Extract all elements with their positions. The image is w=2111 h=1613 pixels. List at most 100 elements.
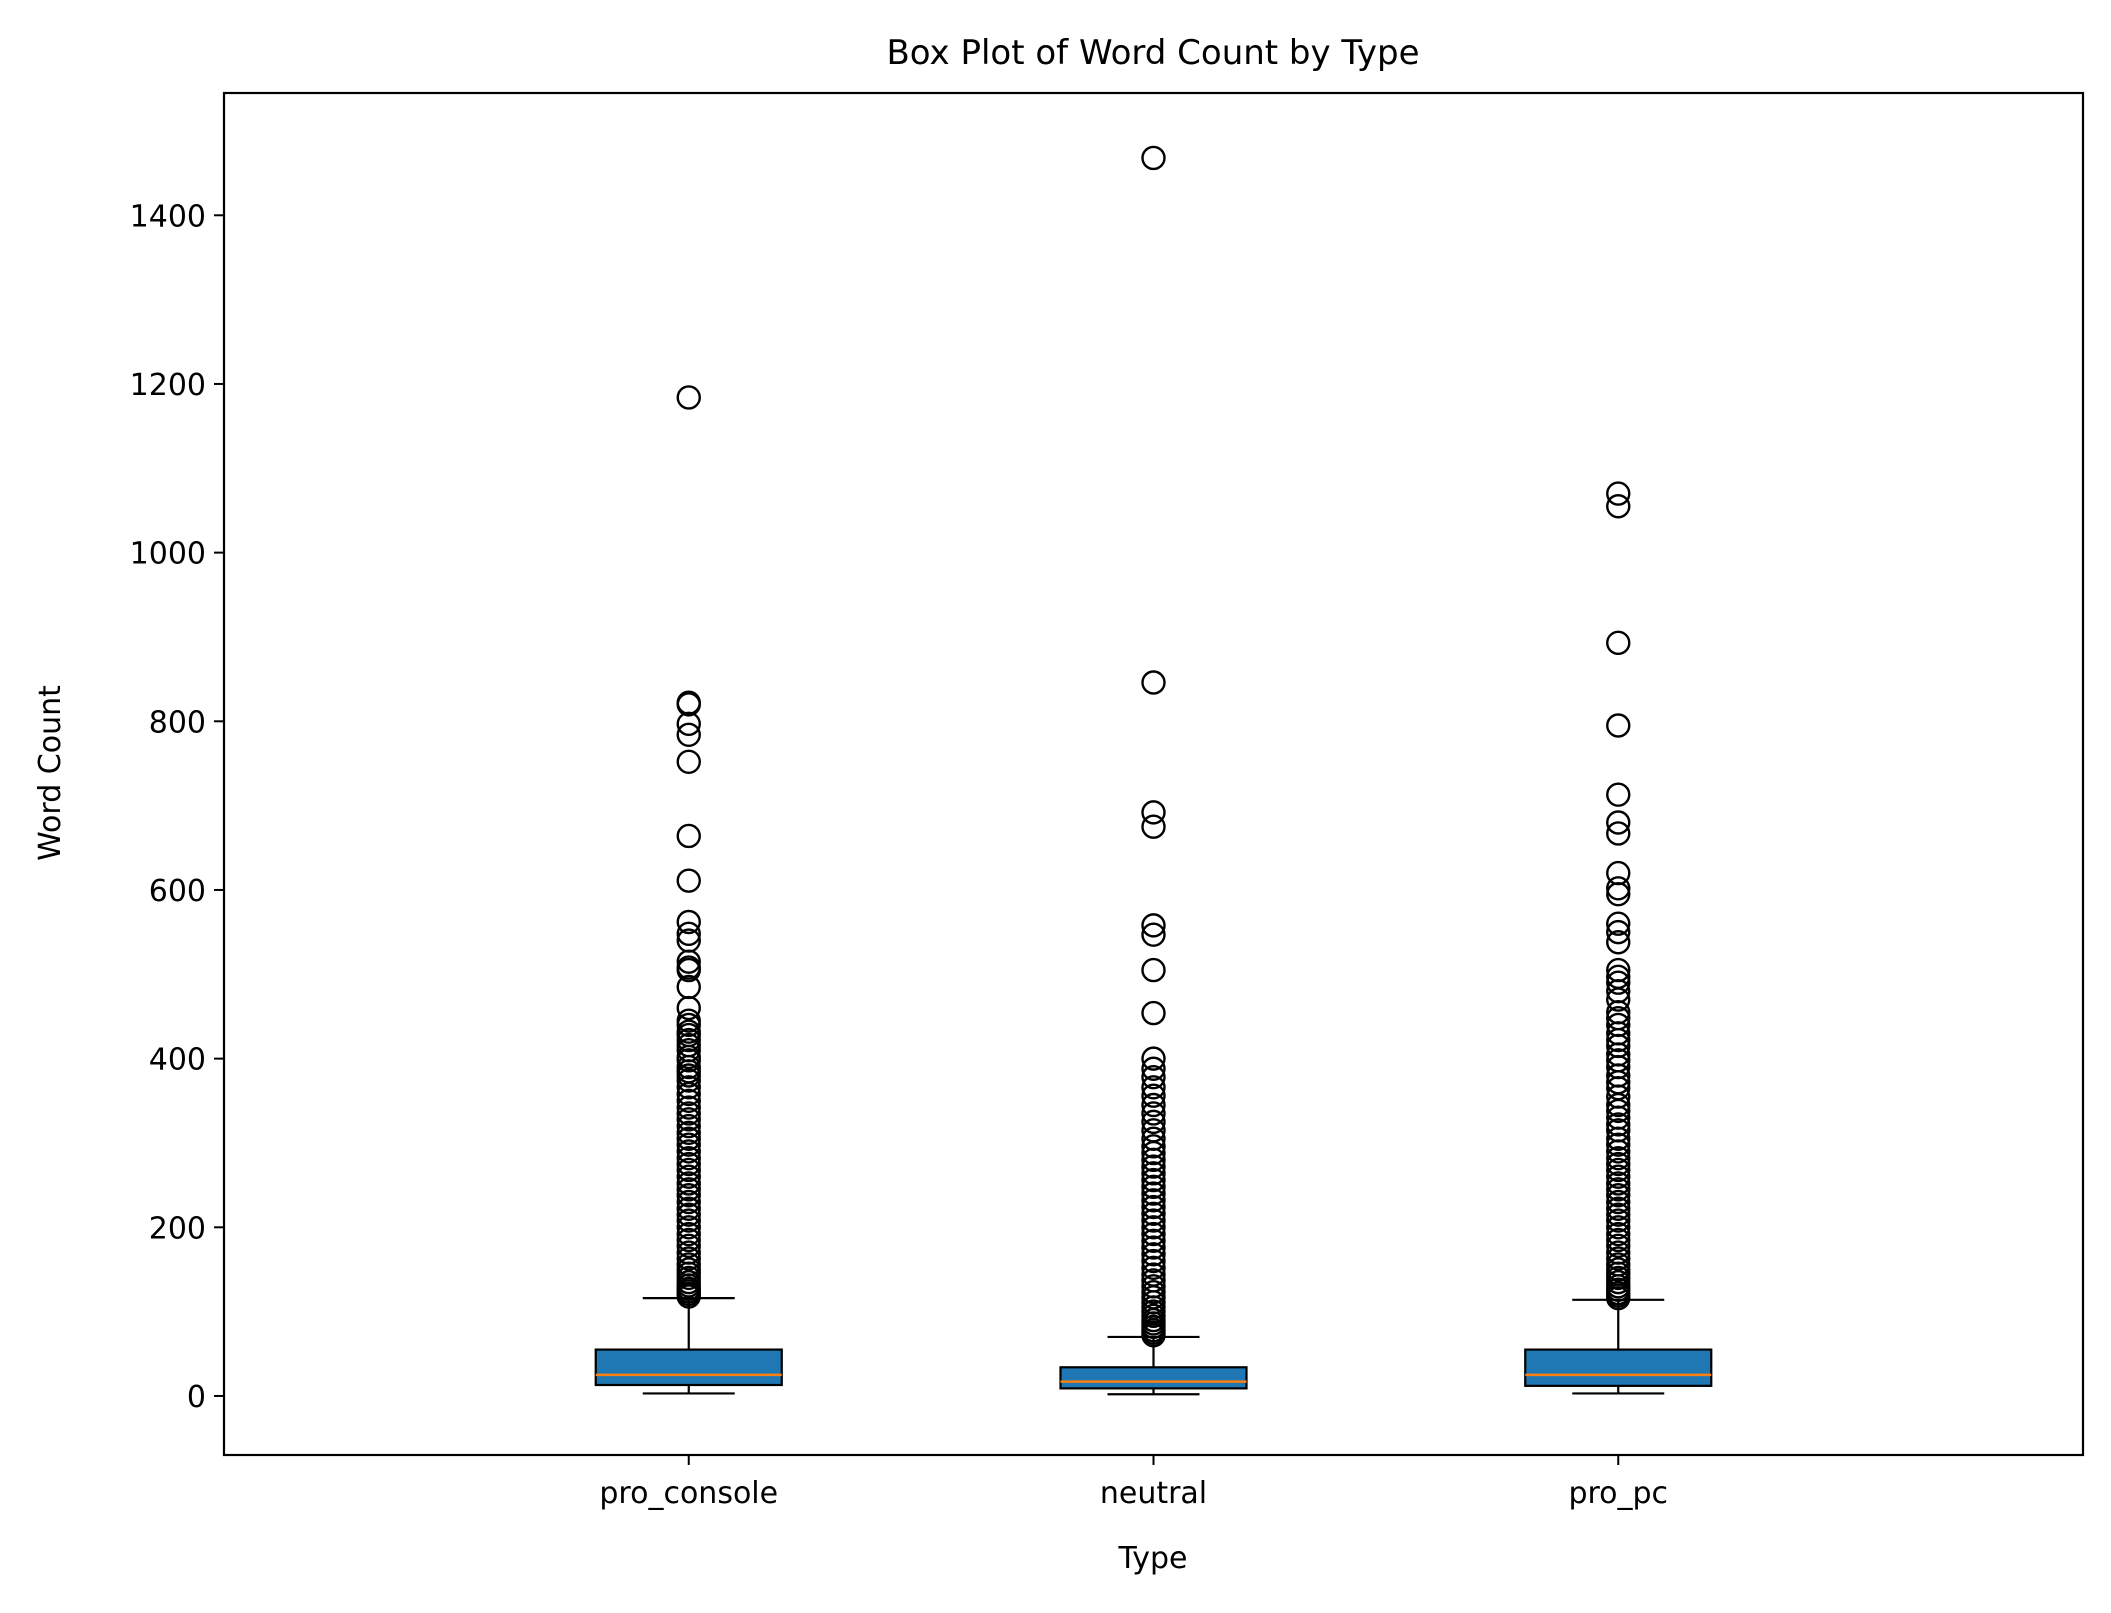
- outlier-point: [676, 1095, 701, 1120]
- box-group-pro_console: [594, 1297, 783, 1395]
- outlier-point: [1141, 1064, 1166, 1090]
- y-tick-label: 1400: [130, 199, 206, 234]
- outlier-point: [676, 949, 701, 974]
- outlier-point: [1606, 1132, 1631, 1157]
- outlier-point: [1606, 713, 1631, 738]
- outlier-point: [676, 1132, 701, 1157]
- chart-title: Box Plot of Word Count by Type: [886, 33, 1419, 73]
- outlier-point: [676, 1120, 701, 1146]
- outlier-point: [1141, 1167, 1166, 1193]
- outlier-point: [676, 1126, 701, 1151]
- outlier-point: [1141, 800, 1166, 825]
- y-tick-label: 1000: [130, 537, 206, 572]
- outlier-point: [1141, 1235, 1166, 1260]
- outlier-point: [676, 385, 701, 410]
- outlier-point: [1606, 876, 1631, 901]
- outlier-point: [1606, 881, 1631, 907]
- x-axis: pro_console neutral pro_pc: [599, 1455, 1668, 1511]
- y-axis: 0 200 400 600 800 1000 1200 1400: [130, 199, 224, 1415]
- outlier-point: [1606, 1151, 1631, 1177]
- outlier-point: [676, 921, 701, 947]
- outlier-point: [676, 711, 701, 737]
- outlier-point: [1606, 1202, 1631, 1227]
- outlier-point: [1606, 1112, 1631, 1137]
- boxes-layer: [594, 1297, 1713, 1396]
- outlier-point: [1141, 1140, 1166, 1166]
- outlier-point: [1141, 1101, 1166, 1126]
- outlier-point: [676, 1139, 701, 1164]
- outlier-point: [1141, 1000, 1166, 1026]
- outlier-point: [676, 823, 701, 849]
- y-tick-label: 400: [149, 1043, 206, 1078]
- outlier-point: [1141, 1154, 1166, 1179]
- outlier-point: [1141, 1134, 1166, 1159]
- outlier-point: [1606, 1215, 1631, 1240]
- outlier-point: [1141, 1046, 1166, 1071]
- outlier-point: [676, 1196, 701, 1221]
- outlier-point: [1141, 1147, 1166, 1173]
- outlier-point: [1606, 1164, 1631, 1189]
- outlier-point: [676, 1221, 701, 1247]
- outlier-point: [1606, 1139, 1631, 1164]
- outlier-point: [1606, 930, 1631, 955]
- outlier-point: [1606, 1092, 1631, 1118]
- outlier-point: [676, 1171, 701, 1196]
- outlier-point: [676, 1246, 701, 1271]
- outlier-point: [1606, 494, 1631, 519]
- outlier-point: [1606, 1145, 1631, 1171]
- outlier-point: [1606, 1027, 1631, 1053]
- y-axis-label: Word Count: [33, 685, 68, 861]
- outlier-point: [1141, 1255, 1166, 1280]
- box-iqr: [594, 1348, 783, 1387]
- outlier-point: [1606, 919, 1631, 945]
- outlier-point: [1141, 1228, 1166, 1253]
- x-tick-label: neutral: [1100, 1476, 1207, 1511]
- outlier-point: [1606, 1183, 1631, 1208]
- outlier-point: [676, 995, 701, 1021]
- box-group-pro_pc: [1524, 1298, 1713, 1395]
- outlier-point: [1141, 1109, 1166, 1135]
- outlier-point: [1606, 810, 1631, 835]
- outlier-point: [1141, 1201, 1166, 1227]
- outlier-point: [676, 722, 701, 747]
- x-axis-label: Type: [1118, 1541, 1188, 1576]
- x-tick-label: pro_console: [599, 1476, 778, 1511]
- outlier-point: [1141, 814, 1166, 839]
- outlier-point: [676, 1284, 701, 1309]
- outlier-point: [676, 1215, 701, 1240]
- outlier-point: [1606, 1126, 1631, 1151]
- outlier-point: [1141, 1092, 1166, 1118]
- outlier-point: [1606, 1098, 1631, 1124]
- outlier-point: [676, 1189, 701, 1215]
- outlier-point: [1141, 957, 1166, 983]
- y-tick-label: 0: [187, 1380, 206, 1415]
- outlier-point: [1141, 1215, 1166, 1240]
- y-tick-label: 200: [149, 1211, 206, 1246]
- outlier-point: [1141, 1181, 1166, 1206]
- outlier-point: [676, 692, 701, 717]
- outlier-point: [1141, 145, 1166, 171]
- outlier-point: [676, 749, 701, 774]
- outlier-point: [1606, 987, 1631, 1012]
- outlier-point: [676, 1183, 701, 1208]
- box-iqr: [1059, 1366, 1248, 1390]
- outliers-layer: [676, 145, 1631, 1348]
- outlier-point: [676, 909, 701, 935]
- outlier-point: [1141, 913, 1166, 938]
- outlier-point: [676, 1088, 701, 1113]
- y-tick-label: 600: [149, 874, 206, 909]
- outlier-point: [1606, 1189, 1631, 1215]
- outlier-point: [676, 1113, 701, 1139]
- outlier-point: [1606, 1177, 1631, 1202]
- outlier-point: [676, 868, 701, 893]
- outlier-point: [676, 1202, 701, 1227]
- outlier-point: [1141, 1221, 1166, 1247]
- outlier-point: [1606, 1246, 1631, 1271]
- outlier-point: [1606, 782, 1631, 807]
- outlier-point: [676, 1227, 701, 1253]
- outlier-point: [1141, 922, 1166, 947]
- outlier-point: [1606, 1196, 1631, 1221]
- outlier-point: [676, 1208, 701, 1233]
